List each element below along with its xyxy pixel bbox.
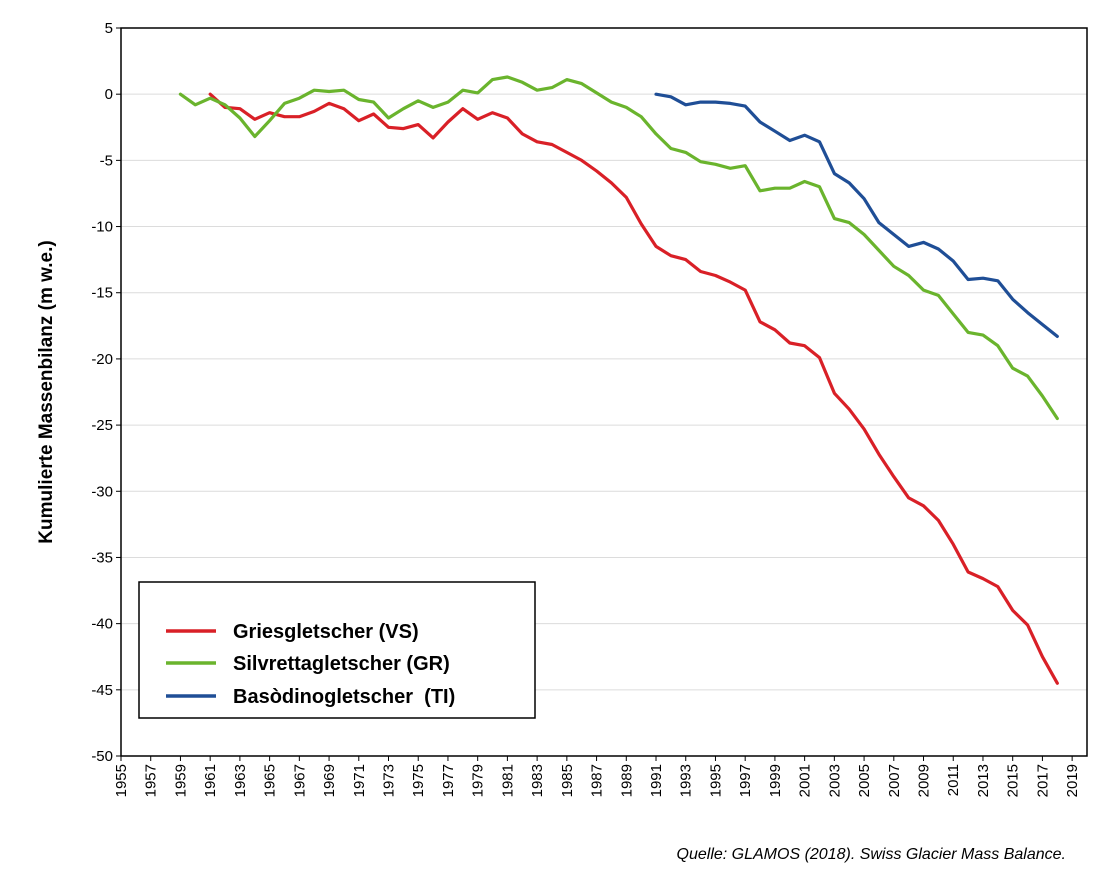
x-tick-label: 2001	[797, 764, 814, 797]
x-tick-label: 1973	[381, 764, 398, 797]
series-line-basodinogletscher	[654, 92, 1059, 338]
x-tick-label: 1997	[737, 764, 754, 797]
y-tick-label: -5	[100, 152, 113, 169]
x-tick-label: 1987	[589, 764, 606, 797]
legend: Griesgletscher (VS) Silvrettagletscher (…	[138, 581, 536, 719]
x-tick-label: 1975	[410, 764, 427, 797]
y-axis-label: Kumulierte Massenbilanz (m w.e.)	[36, 240, 57, 543]
x-tick-label: 2019	[1064, 764, 1081, 797]
y-tick-label: -35	[91, 549, 113, 566]
legend-label-griesgletscher: Griesgletscher (VS)	[233, 621, 419, 643]
x-tick-label: 1981	[499, 764, 516, 797]
x-tick-label: 2009	[916, 764, 933, 797]
y-tick-label: 5	[105, 20, 113, 37]
x-tick-label: 1969	[321, 764, 338, 797]
x-axis: 1955 1957 1959 1961 1963 1965 1967 1969 1971 1973…	[113, 756, 1081, 797]
gridlines	[121, 93, 1087, 691]
x-tick-label: 1991	[648, 764, 665, 797]
series-group	[178, 75, 1059, 685]
x-tick-label: 1999	[767, 764, 784, 797]
x-tick-label: 1959	[172, 764, 189, 797]
y-tick-label: 0	[105, 86, 113, 103]
x-tick-label: 1985	[559, 764, 576, 797]
y-tick-label: -45	[91, 682, 113, 699]
x-tick-label: 1965	[262, 764, 279, 797]
legend-label-basodinogletscher: Basòdinogletscher (TI)	[233, 686, 455, 708]
x-tick-label: 1963	[232, 764, 249, 797]
plot-area	[120, 27, 1088, 757]
y-tick-label: -40	[91, 616, 113, 633]
x-tick-label: 1993	[678, 764, 695, 797]
x-tick-label: 2017	[1034, 764, 1051, 797]
x-tick-label: 2011	[945, 764, 962, 796]
x-tick-label: 1989	[618, 764, 635, 797]
y-tick-label: -25	[91, 417, 113, 434]
x-tick-label: 1979	[470, 764, 487, 797]
y-tick-label: -10	[91, 219, 113, 236]
x-tick-label: 1995	[707, 764, 724, 797]
x-tick-label: 1971	[351, 764, 368, 797]
x-tick-label: 1977	[440, 764, 457, 797]
series-line-silvrettagletscher	[178, 75, 1059, 421]
x-tick-label: 2005	[856, 764, 873, 797]
source-note: Quelle: GLAMOS (2018). Swiss Glacier Mas…	[676, 846, 1066, 863]
legend-label-silvrettagletscher: Silvrettagletscher (GR)	[233, 653, 450, 675]
series-line-griesgletscher	[208, 92, 1059, 685]
x-tick-label: 2013	[975, 764, 992, 797]
y-tick-label: -20	[91, 351, 113, 368]
x-tick-label: 1955	[113, 764, 130, 797]
x-tick-label: 2007	[886, 764, 903, 797]
x-tick-label: 2015	[1005, 764, 1022, 797]
y-tick-label: -30	[91, 483, 113, 500]
y-tick-label: -50	[91, 748, 113, 765]
y-axis: 5 0 -5 -10 -15 -20 -25 -30 -35 -40 -45 -50	[91, 20, 121, 765]
x-tick-label: 1961	[202, 764, 219, 797]
x-tick-label: 1967	[291, 764, 308, 797]
x-tick-label: 1957	[143, 764, 160, 797]
x-tick-label: 1983	[529, 764, 546, 797]
y-tick-label: -15	[91, 285, 113, 302]
x-tick-label: 2003	[826, 764, 843, 797]
